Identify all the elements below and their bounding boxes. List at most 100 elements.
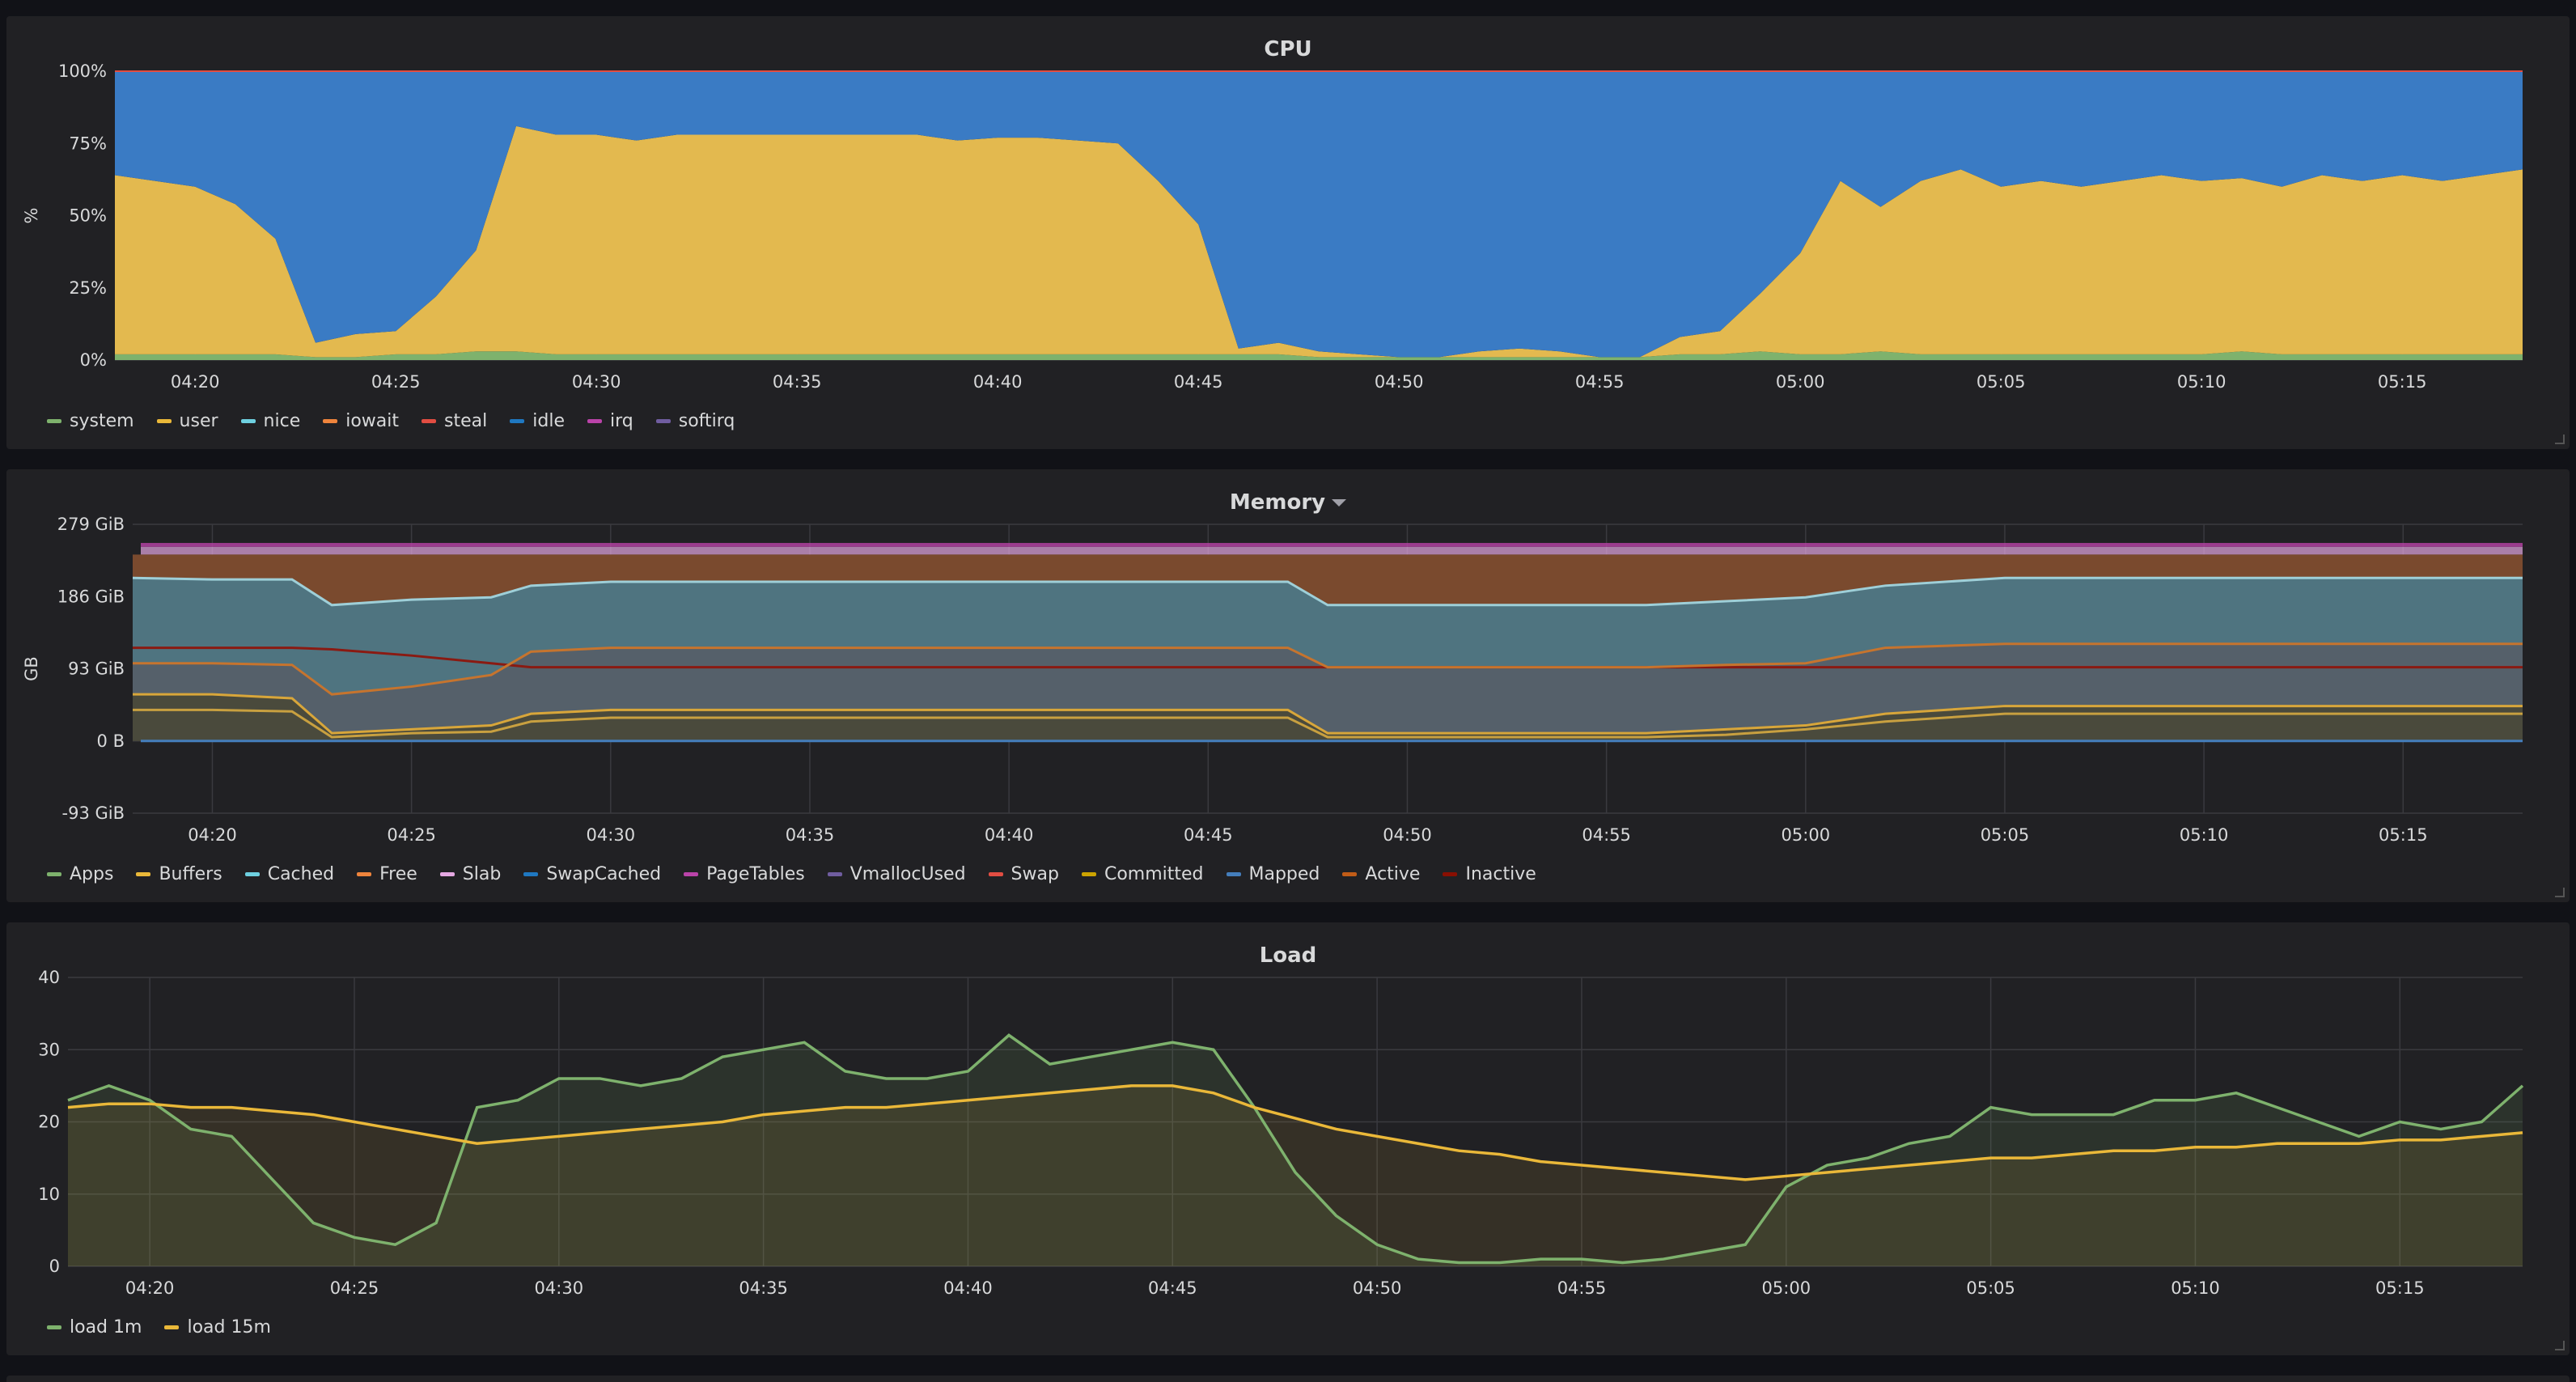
memory-series-pagetables-band [141,543,2523,547]
memory-series-active-area [133,554,2523,605]
memory-legend-item-swapcached[interactable]: SwapCached [523,864,661,884]
memory-legend-item-free[interactable]: Free [357,864,417,884]
memory-x-tick-label: 04:55 [1582,825,1631,845]
legend-swatch [684,872,699,876]
legend-swatch [827,872,842,876]
load-grid [68,977,2523,1267]
cpu-series-system [115,351,2523,360]
chevron-down-icon[interactable] [1332,499,1347,507]
memory-y-tick-label: 0 B [97,731,125,751]
cpu-chart[interactable]: 0% 25% 50% 75% 100% 04:20 04:25 04:30 04:35 04:40… [6,16,2570,449]
memory-resize-handle[interactable] [2555,888,2565,897]
load-x-tick-label: 04:40 [943,1278,993,1298]
load-x-tick-label: 04:20 [125,1278,175,1298]
legend-swatch [156,419,172,423]
load-legend-item-load-15m[interactable]: load 15m [164,1317,271,1337]
memory-legend-item-slab[interactable]: Slab [439,864,502,884]
memory-legend-item-vmallocused[interactable]: VmallocUsed [827,864,966,884]
legend-label: Cached [267,864,335,884]
memory-legend-item-committed[interactable]: Committed [1081,864,1204,884]
cpu-x-tick-label: 04:50 [1375,372,1424,392]
legend-label: Swap [1010,864,1059,884]
load-y-tick-label: 10 [38,1185,60,1204]
memory-x-tick-label: 04:35 [786,825,835,845]
load-legend-item-load-1m[interactable]: load 1m [47,1317,142,1337]
memory-chart[interactable]: -93 GiB 0 B 93 GiB 186 GiB 279 GiB 04:20 04:25… [6,469,2570,902]
memory-legend-item-mapped[interactable]: Mapped [1226,864,1320,884]
legend-swatch [240,419,256,423]
legend-swatch [439,872,455,876]
legend-label: load 15m [187,1317,271,1337]
memory-legend-item-swap[interactable]: Swap [988,864,1059,884]
cpu-panel-title[interactable]: CPU [1264,37,1312,61]
memory-legend-item-active[interactable]: Active [1342,864,1420,884]
memory-series-inactive [133,642,2523,696]
cpu-panel: CPU 0% 25% 50% 75% 100% 04:20 04:25 04:30 04:35 0… [6,16,2570,449]
legend-swatch [357,872,372,876]
load-chart[interactable]: 0 10 20 30 40 04:20 04:25 04:30 04:35 04:40 04:45 0… [6,922,2570,1355]
cpu-x-tick-label: 04:45 [1174,372,1223,392]
cpu-legend-item-nice[interactable]: nice [240,411,300,431]
load-x-tick-label: 05:05 [1966,1278,2015,1298]
cpu-x-tick-label: 05:10 [2177,372,2226,392]
cpu-legend-item-iowait[interactable]: iowait [323,411,399,431]
memory-legend-item-pagetables[interactable]: PageTables [684,864,805,884]
legend-swatch [164,1325,180,1329]
memory-legend-item-buffers[interactable]: Buffers [136,864,222,884]
cpu-legend-item-irq[interactable]: irq [587,411,633,431]
legend-label: user [179,411,218,431]
legend-swatch [244,872,260,876]
legend-swatch [1443,872,1458,876]
memory-series-cached-area [133,578,2523,695]
cpu-legend-item-softirq[interactable]: softirq [655,411,735,431]
memory-x-tick-label: 05:10 [2180,825,2229,845]
memory-y-tick-label: 186 GiB [57,587,125,606]
cpu-series-layer [115,70,2523,360]
legend-swatch [136,872,151,876]
load-x-tick-label: 05:00 [1762,1278,1811,1298]
cpu-legend-item-idle[interactable]: idle [510,411,565,431]
cpu-legend-item-steal[interactable]: steal [422,411,487,431]
cpu-resize-handle[interactable] [2555,435,2565,444]
memory-panel: Memory -93 GiB 0 B 93 GiB 186 GiB 279 GiB 04:… [6,469,2570,902]
cpu-x-tick-label: 04:40 [973,372,1023,392]
load-y-tick-label: 30 [38,1040,60,1059]
legend-label: steal [444,411,488,431]
load-panel-title[interactable]: Load [1259,943,1317,968]
legend-label: SwapCached [546,864,662,884]
cpu-x-tick-label: 04:55 [1575,372,1625,392]
memory-legend-item-apps[interactable]: Apps [47,864,113,884]
legend-swatch [1342,872,1358,876]
legend-label: system [70,411,134,431]
memory-legend-item-cached[interactable]: Cached [244,864,335,884]
legend-label: irq [609,411,633,431]
load-resize-handle[interactable] [2555,1341,2565,1350]
cpu-y-axis-label: % [22,208,41,224]
legend-label: iowait [345,411,400,431]
load-series-load-15m [67,1084,2523,1181]
next-panel-stub [6,1376,2570,1382]
cpu-x-tick-label: 05:05 [1976,372,2026,392]
memory-panel-title[interactable]: Memory [6,490,2570,515]
memory-x-tick-label: 05:00 [1782,825,1831,845]
memory-series-committed [133,693,2523,735]
legend-label: idle [532,411,565,431]
legend-swatch [523,872,539,876]
memory-x-tick-label: 04:20 [188,825,237,845]
memory-x-tick-label: 05:05 [1981,825,2030,845]
legend-label: PageTables [706,864,805,884]
cpu-legend-item-user[interactable]: user [156,411,218,431]
legend-swatch [47,872,61,876]
memory-series-active [133,646,2523,669]
cpu-y-tick-label: 25% [69,278,107,298]
legend-label: Slab [462,864,502,884]
memory-y-axis-label: GB [22,656,41,681]
memory-legend-item-inactive[interactable]: Inactive [1443,864,1536,884]
legend-label: Buffers [159,864,222,884]
load-series-load-1m-area [68,1035,2523,1266]
cpu-legend-item-system[interactable]: system [47,411,134,431]
memory-series-layer [132,543,2523,743]
load-x-tick-label: 04:35 [739,1278,788,1298]
load-x-tick-label: 05:15 [2375,1278,2425,1298]
